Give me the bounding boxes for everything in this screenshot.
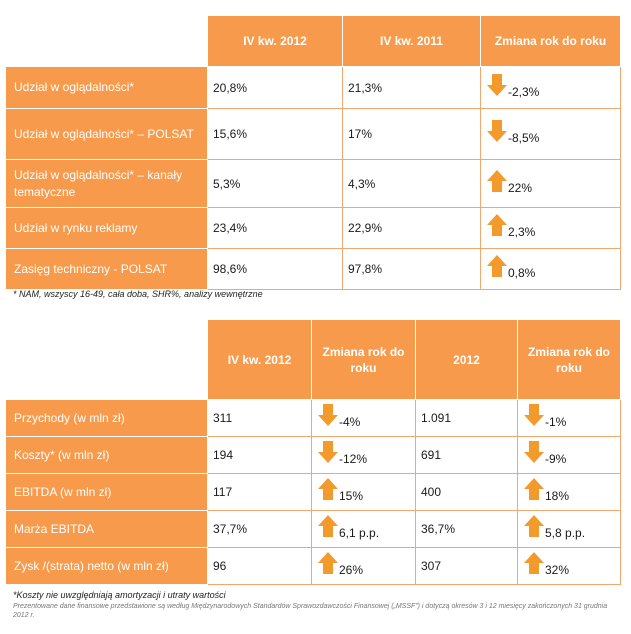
table-row: Udział w oglądalności* – POLSAT 15,6% 17% -… xyxy=(5,108,621,160)
arrow-up-icon xyxy=(318,515,338,537)
change-value: -8,5% xyxy=(508,131,540,145)
audience-table: IV kw. 2012 IV kw. 2011 Zmiana rok do ro… xyxy=(5,15,621,290)
table-row: Koszty* (w mln zł) 194 -12% 691 -9% xyxy=(5,436,621,474)
value-q4-2012: 5,3% xyxy=(207,159,343,208)
arrow-down-icon xyxy=(318,441,338,463)
value-2012: 36,7% xyxy=(415,510,518,548)
arrow-up-icon xyxy=(318,552,338,574)
change-value: 26% xyxy=(339,563,364,577)
table-row: Przychody (w mln zł) 311 -4% 1.091 -1% xyxy=(5,399,621,437)
row-label: EBITDA (w mln zł) xyxy=(5,473,208,511)
blank-corner xyxy=(5,15,208,67)
value-q4-2012: 20,8% xyxy=(207,66,343,109)
value-q4-2012: 117 xyxy=(207,473,312,511)
value-2012-yoy-change: 32% xyxy=(517,547,621,585)
change-value: 0,8% xyxy=(508,266,536,280)
table-row: Marża EBITDA 37,7% 6,1 p.p. 36,7% 5,8 p.p. xyxy=(5,510,621,548)
value-2012-yoy-change: -1% xyxy=(517,399,621,437)
header-q4-2012: IV kw. 2012 xyxy=(207,15,343,67)
value-2012: 307 xyxy=(415,547,518,585)
value-2012: 691 xyxy=(415,436,518,474)
change-value: -2,3% xyxy=(508,84,540,99)
value-q4-2012: 98,6% xyxy=(207,248,343,290)
change-value: 22% xyxy=(508,180,533,195)
row-label: Udział w oglądalności* – kanały tematycz… xyxy=(5,159,208,208)
arrow-down-icon xyxy=(487,74,507,96)
row-label: Udział w oglądalności* xyxy=(5,66,208,109)
value-q4-2012: 96 xyxy=(207,547,312,585)
row-label: Przychody (w mln zł) xyxy=(5,399,208,437)
financial-table: IV kw. 2012 Zmiana rok do roku 2012 Zmia… xyxy=(5,319,621,585)
arrow-up-icon xyxy=(524,552,544,574)
table-row: Udział w rynku reklamy 23,4% 22,9% 2,3% xyxy=(5,207,621,249)
row-label: Udział w rynku reklamy xyxy=(5,207,208,249)
table-row: Zasięg techniczny - POLSAT 98,6% 97,8% 0,8% xyxy=(5,248,621,290)
value-yoy-change: -2,3% xyxy=(480,66,621,109)
value-q4-2011: 4,3% xyxy=(342,159,481,208)
arrow-up-icon xyxy=(524,478,544,500)
value-q4-2012: 311 xyxy=(207,399,312,437)
table-row: Udział w oglądalności* – kanały tematycz… xyxy=(5,159,621,208)
row-label: Zasięg techniczny - POLSAT xyxy=(5,248,208,290)
arrow-down-icon xyxy=(524,441,544,463)
value-q4-yoy-change: -4% xyxy=(311,399,416,437)
change-value: -9% xyxy=(545,452,567,466)
arrow-up-icon xyxy=(487,255,507,277)
table-row: Zysk /(strata) netto (w mln zł) 96 26% 307 3… xyxy=(5,547,621,585)
value-q4-2011: 97,8% xyxy=(342,248,481,290)
value-q4-yoy-change: 15% xyxy=(311,473,416,511)
value-yoy-change: 0,8% xyxy=(480,248,621,290)
arrow-up-icon xyxy=(524,515,544,537)
header-2012: 2012 xyxy=(415,319,518,400)
change-value: 32% xyxy=(545,563,570,577)
value-q4-2011: 21,3% xyxy=(342,66,481,109)
value-q4-2012: 194 xyxy=(207,436,312,474)
value-q4-yoy-change: 26% xyxy=(311,547,416,585)
footnote-costs: *Koszty nie uwzględniają amortyzacji i u… xyxy=(13,590,226,600)
change-value: 18% xyxy=(545,489,570,503)
value-yoy-change: 2,3% xyxy=(480,207,621,249)
header-q4-2011: IV kw. 2011 xyxy=(342,15,481,67)
change-value: 15% xyxy=(339,489,364,503)
row-label: Koszty* (w mln zł) xyxy=(5,436,208,474)
source-note: Prezentowane dane finansowe przedstawion… xyxy=(13,603,608,619)
change-value: 5,8 p.p. xyxy=(545,526,586,540)
row-label: Zysk /(strata) netto (w mln zł) xyxy=(5,547,208,585)
value-yoy-change: 22% xyxy=(480,159,621,208)
value-q4-yoy-change: -12% xyxy=(311,436,416,474)
arrow-up-icon xyxy=(318,478,338,500)
change-value: 2,3% xyxy=(508,225,536,239)
change-value: -1% xyxy=(545,415,567,429)
header-q4-2012: IV kw. 2012 xyxy=(207,319,312,400)
arrow-down-icon xyxy=(487,120,507,142)
change-value: -4% xyxy=(339,415,361,429)
footnote-nam: * NAM, wszyscy 16-49, cała doba, SHR%, a… xyxy=(13,289,263,299)
arrow-up-icon xyxy=(487,214,507,236)
header-yoy-change: Zmiana rok do roku xyxy=(480,15,621,67)
value-2012: 400 xyxy=(415,473,518,511)
row-label: Udział w oglądalności* – POLSAT xyxy=(5,108,208,160)
value-q4-2012: 37,7% xyxy=(207,510,312,548)
value-q4-yoy-change: 6,1 p.p. xyxy=(311,510,416,548)
value-yoy-change: -8,5% xyxy=(480,108,621,160)
row-label: Marża EBITDA xyxy=(5,510,208,548)
value-q4-2012: 23,4% xyxy=(207,207,343,249)
value-2012: 1.091 xyxy=(415,399,518,437)
table-row: EBITDA (w mln zł) 117 15% 400 18% xyxy=(5,473,621,511)
arrow-down-icon xyxy=(524,404,544,426)
value-q4-2012: 15,6% xyxy=(207,108,343,160)
value-2012-yoy-change: 5,8 p.p. xyxy=(517,510,621,548)
arrow-down-icon xyxy=(318,404,338,426)
arrow-up-icon xyxy=(487,170,507,192)
table-row: Udział w oglądalności* 20,8% 21,3% -2,3% xyxy=(5,66,621,109)
value-2012-yoy-change: 18% xyxy=(517,473,621,511)
value-2012-yoy-change: -9% xyxy=(517,436,621,474)
value-q4-2011: 22,9% xyxy=(342,207,481,249)
change-value: -12% xyxy=(339,452,368,466)
value-q4-2011: 17% xyxy=(342,108,481,160)
blank-corner xyxy=(5,319,208,400)
header-q4-yoy-change: Zmiana rok do roku xyxy=(311,319,416,400)
header-2012-yoy-change: Zmiana rok do roku xyxy=(517,319,621,400)
change-value: 6,1 p.p. xyxy=(339,526,380,540)
